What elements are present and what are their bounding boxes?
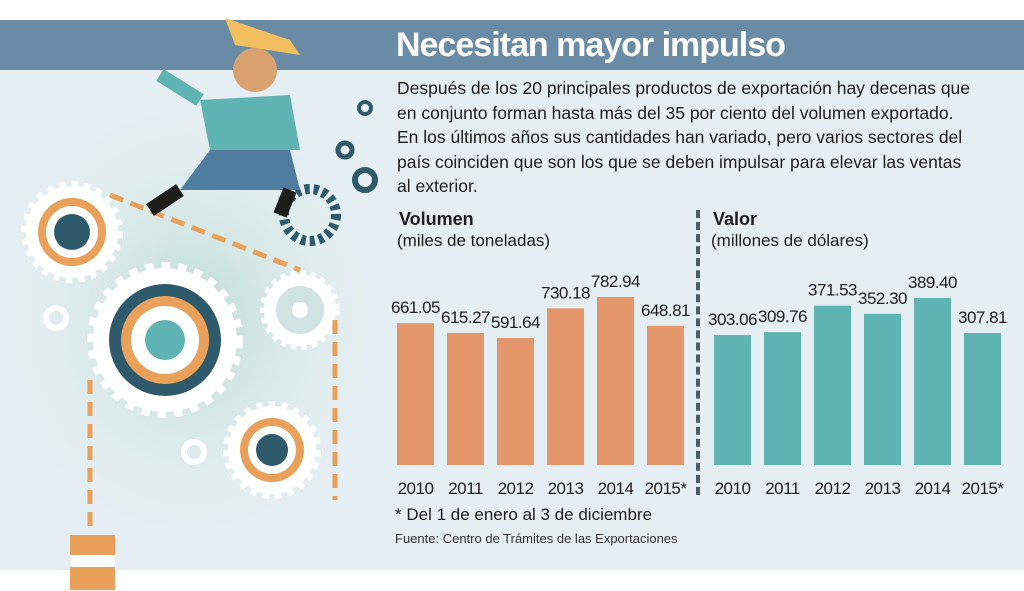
volumen-value-label: 782.94 <box>591 272 640 291</box>
volumen-bar-2015* <box>647 325 684 465</box>
volumen-title: Volumen <box>399 209 474 229</box>
gear-icon <box>87 262 243 418</box>
valor-value-label: 307.81 <box>958 308 1007 327</box>
volumen-value-label: 591.64 <box>491 313 540 332</box>
gear-icon <box>260 270 340 350</box>
valor-bar-2013 <box>864 313 901 465</box>
volumen-bar-2012 <box>497 338 534 465</box>
volumen-bar-2011 <box>447 332 484 465</box>
farmer-figure <box>146 18 300 218</box>
volumen-year-label: 2014 <box>598 479 634 498</box>
valor-year-label: 2013 <box>865 479 901 498</box>
valor-year-label: 2012 <box>815 479 851 498</box>
volumen-year-label: 2013 <box>548 479 584 498</box>
valor-subtitle: (millones de dólares) <box>711 231 869 250</box>
intro-text: Después de los 20 principales productos … <box>397 78 971 196</box>
valor-year-label: 2014 <box>915 479 951 498</box>
valor-year-label: 2010 <box>715 479 751 498</box>
volumen-bar-2013 <box>547 308 584 465</box>
valor-value-label: 352.30 <box>858 289 907 308</box>
volumen-bar-2014 <box>597 297 634 465</box>
farmer-gears-illustration <box>0 18 390 590</box>
valor-value-label: 371.53 <box>808 281 857 300</box>
valor-year-label: 2015* <box>962 479 1005 498</box>
valor-bar-2014 <box>914 298 951 465</box>
volumen-year-label: 2010 <box>398 479 434 498</box>
valor-title: Valor <box>713 209 758 229</box>
volumen-value-label: 730.18 <box>541 283 590 302</box>
valor-bar-2015* <box>964 332 1001 465</box>
weight-icon <box>70 535 115 590</box>
page-title: Necesitan mayor impulso <box>396 26 786 64</box>
volumen-value-label: 615.27 <box>441 308 490 327</box>
volumen-year-label: 2015* <box>645 479 688 498</box>
source-note: Fuente: Centro de Trámites de las Export… <box>395 531 678 546</box>
gear-icon <box>223 401 321 499</box>
valor-bar-2012 <box>814 305 851 465</box>
valor-value-label: 309.76 <box>758 307 807 326</box>
footnote: * Del 1 de enero al 3 de diciembre <box>395 505 653 524</box>
valor-year-label: 2011 <box>765 479 800 498</box>
volumen-value-label: 661.05 <box>391 298 440 317</box>
valor-value-label: 389.40 <box>908 273 957 292</box>
header-band <box>0 20 1024 70</box>
gear-icon <box>21 181 123 283</box>
volumen-subtitle: (miles de toneladas) <box>397 231 551 250</box>
valor-bar-2010 <box>714 335 751 465</box>
volumen-bar-2010 <box>397 323 434 465</box>
volumen-year-label: 2011 <box>448 479 483 498</box>
chain <box>87 192 338 530</box>
valor-bar-2011 <box>764 332 801 465</box>
volumen-value-label: 648.81 <box>641 301 690 320</box>
volumen-year-label: 2012 <box>498 479 534 498</box>
valor-value-label: 303.06 <box>708 310 757 329</box>
chart-divider <box>696 210 700 495</box>
